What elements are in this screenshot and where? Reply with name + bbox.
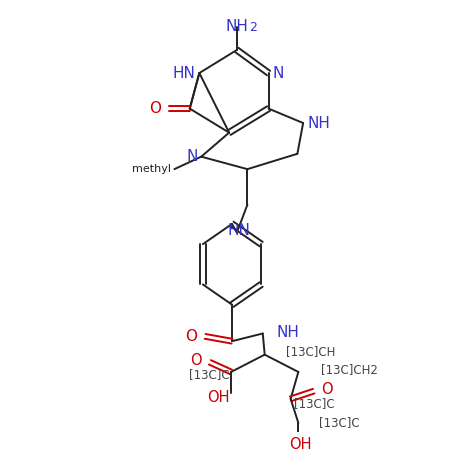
Text: [13C]CH2: [13C]CH2 [321, 363, 378, 376]
Text: NH: NH [226, 19, 248, 34]
Text: methyl: methyl [132, 164, 171, 174]
Text: [13C]C: [13C]C [294, 397, 335, 410]
Text: HN: HN [227, 223, 250, 238]
Text: 2: 2 [249, 21, 257, 34]
Text: [13C]C: [13C]C [188, 368, 229, 381]
Text: [13C]C: [13C]C [319, 416, 360, 429]
Text: NH: NH [308, 116, 331, 130]
Text: N: N [272, 66, 284, 81]
Text: OH: OH [289, 437, 312, 450]
Text: O: O [191, 353, 202, 368]
Text: O: O [321, 382, 333, 397]
Text: HN: HN [173, 66, 195, 81]
Text: O: O [149, 101, 161, 116]
Text: N: N [186, 149, 198, 164]
Text: NH: NH [276, 325, 299, 340]
Text: [13C]CH: [13C]CH [286, 345, 335, 358]
Text: O: O [186, 329, 198, 344]
Text: OH: OH [206, 391, 229, 405]
